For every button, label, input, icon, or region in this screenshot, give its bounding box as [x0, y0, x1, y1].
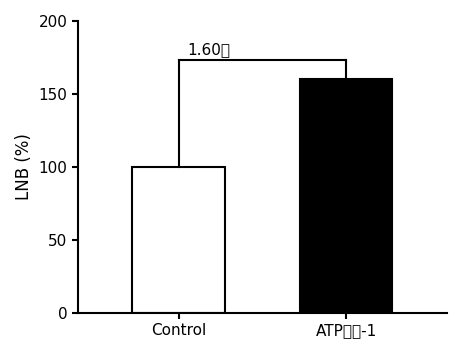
Text: 1.60倍: 1.60倍 — [187, 42, 230, 58]
Bar — [133, 167, 225, 313]
Bar — [300, 79, 392, 313]
Y-axis label: LNB (%): LNB (%) — [15, 133, 33, 200]
